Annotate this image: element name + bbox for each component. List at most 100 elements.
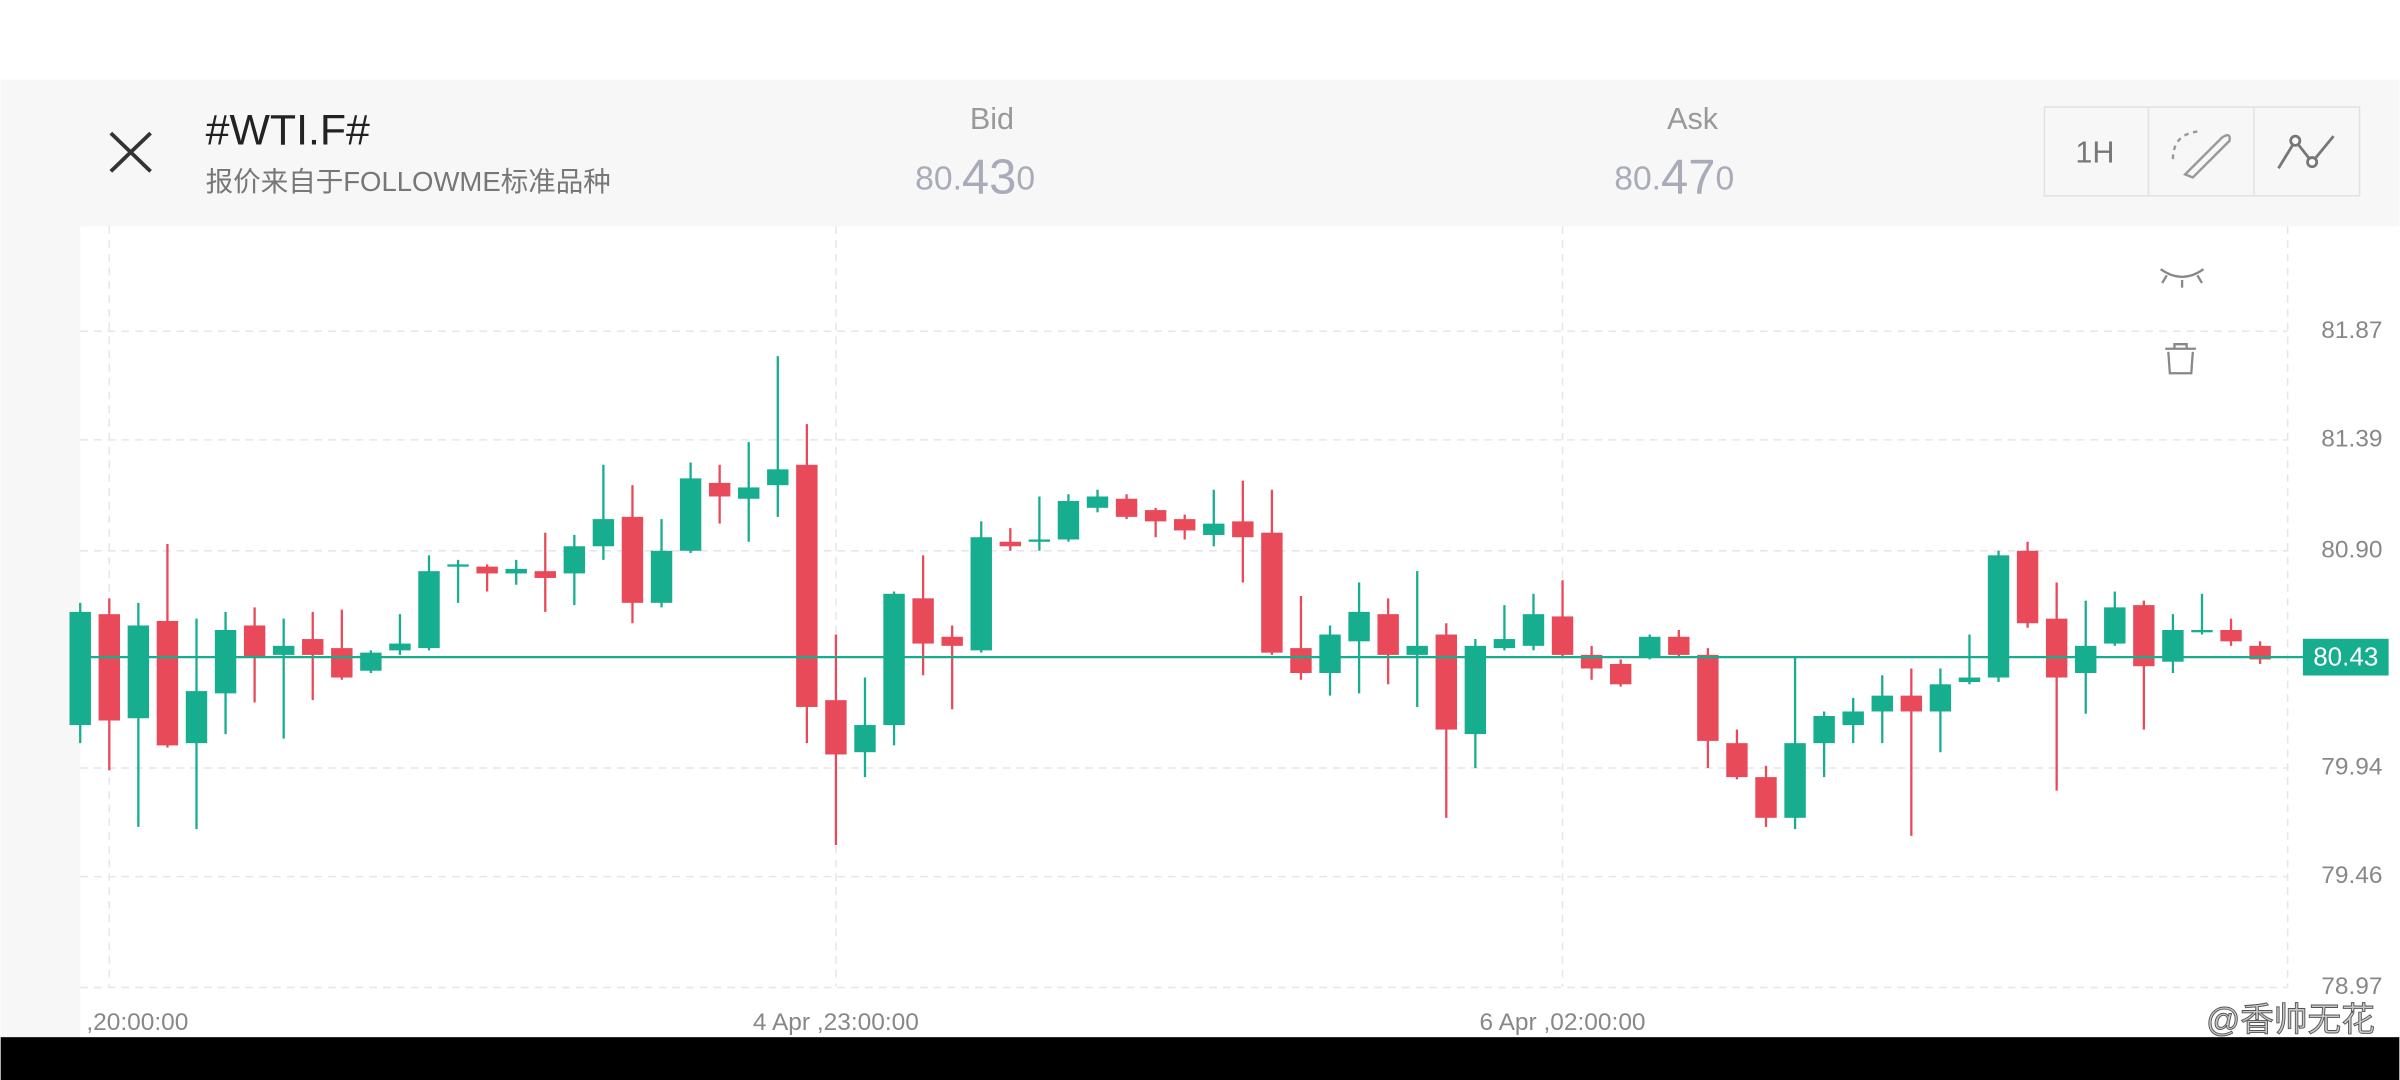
x-tick-label: ,20:00:00 [86, 1009, 188, 1036]
candle-body [1900, 695, 1923, 712]
candle-body [1755, 777, 1777, 818]
candle-body [767, 469, 789, 486]
candle-body [1697, 654, 1719, 741]
candle-body [1726, 743, 1748, 778]
candle-body [1057, 501, 1080, 540]
candle-body [2104, 607, 2126, 644]
candle-body [1929, 684, 1952, 712]
close-button[interactable] [92, 119, 168, 186]
candle-body [505, 568, 527, 574]
candle-body [563, 546, 586, 574]
candle-body [2133, 605, 2155, 667]
candle-body [883, 593, 905, 726]
bid-price: 80.430 [915, 150, 1035, 204]
candle-body [738, 487, 760, 499]
current-price-label: 80.43 [2313, 642, 2378, 672]
candle-body [796, 464, 818, 707]
candle-body [592, 519, 615, 547]
pencil-icon [2171, 130, 2198, 160]
chart-background [80, 226, 2400, 1038]
candle-body [970, 537, 992, 651]
ask-price: 80.470 [1614, 150, 1734, 204]
candle-body [1668, 636, 1690, 655]
line-tool-icon [2289, 134, 2302, 147]
candle-body [2045, 618, 2068, 678]
candle-body [1086, 496, 1109, 508]
draw-tool-hit[interactable] [2150, 109, 2252, 195]
candle-body [1377, 614, 1399, 655]
close-icon [109, 131, 152, 173]
line-tool-button[interactable] [2256, 109, 2358, 195]
toolbar: 1H [2043, 106, 2361, 197]
candle-body [999, 541, 1022, 547]
candle-body [1639, 636, 1661, 658]
timeframe-button[interactable]: 1H [2046, 109, 2147, 195]
bid-part: 43 [962, 150, 1016, 204]
candle-body [214, 630, 237, 694]
candle-body [1406, 645, 1428, 655]
ask-part: 47 [1661, 150, 1715, 204]
candle-body [1435, 634, 1457, 730]
candle-body [331, 648, 353, 678]
x-tick-label: 6 Apr ,02:00:00 [1480, 1009, 1646, 1036]
candle-body [1028, 539, 1051, 542]
candle-body [476, 566, 498, 574]
candle-body [418, 571, 440, 649]
ask-part: 80. [1614, 160, 1661, 197]
candle-body [360, 652, 382, 671]
candle-body [1115, 498, 1138, 517]
bid-label: Bid [970, 102, 1014, 136]
candle-body [1522, 614, 1545, 646]
line-tool-hit[interactable] [2256, 109, 2358, 195]
bid-part: 0 [1016, 160, 1035, 197]
candle-body [243, 625, 266, 658]
candle-body [534, 571, 556, 578]
candle-body [2191, 630, 2213, 633]
candle-body [1203, 523, 1225, 535]
candle-body [1958, 677, 1981, 683]
y-tick-label: 78.97 [2321, 973, 2382, 1000]
current-price-badge [2302, 638, 2389, 676]
plot: 81.87 81.39 80.90 79.94 79.46 78.97 ,20:00:00 4… [69, 226, 2389, 1036]
candle-body [389, 643, 411, 651]
candle-body [1173, 519, 1196, 531]
candle-body [2016, 550, 2039, 624]
trash-icon [2165, 343, 2196, 375]
nav-bar [0, 1037, 2400, 1080]
eye-icon [2160, 268, 2205, 279]
candle-body [1348, 611, 1370, 642]
delete-button[interactable] [2165, 343, 2196, 375]
ask-label: Ask [1667, 102, 1719, 136]
candle-body [1319, 634, 1341, 673]
candle-body [1842, 711, 1864, 726]
candle-body [825, 700, 847, 755]
toolbar-frame [2043, 106, 2361, 197]
candle-body [1232, 521, 1254, 538]
candle-body [2220, 630, 2242, 642]
timeframe-label: 1H [2075, 136, 2114, 170]
draw-tool-button[interactable] [2150, 109, 2252, 195]
line-tool-icon [2306, 156, 2319, 169]
candle-body [1464, 645, 1487, 735]
candle-body [708, 482, 731, 497]
candle-body [1493, 639, 1516, 649]
y-tick-label: 79.94 [2321, 754, 2382, 781]
candle-body [127, 625, 150, 719]
y-tick-label: 81.87 [2321, 317, 2382, 344]
eye-button[interactable] [2160, 268, 2205, 288]
candle-body [2075, 645, 2097, 673]
bid-part: 80. [915, 160, 962, 197]
candle-body [1551, 616, 1574, 655]
watermark: @香帅无花 [2206, 1001, 2375, 1039]
candle-body [1609, 663, 1632, 685]
ask-part: 0 [1715, 160, 1734, 197]
status-bar [0, 0, 2400, 80]
candle-body [69, 611, 91, 726]
symbol-subtitle: 报价来自于FOLLOWME标准品种 [206, 166, 611, 197]
candle-body [679, 478, 702, 551]
y-tick-label: 81.39 [2321, 425, 2382, 452]
candle-body [1144, 510, 1167, 522]
candle-body [621, 516, 644, 603]
candle-body [447, 564, 469, 567]
